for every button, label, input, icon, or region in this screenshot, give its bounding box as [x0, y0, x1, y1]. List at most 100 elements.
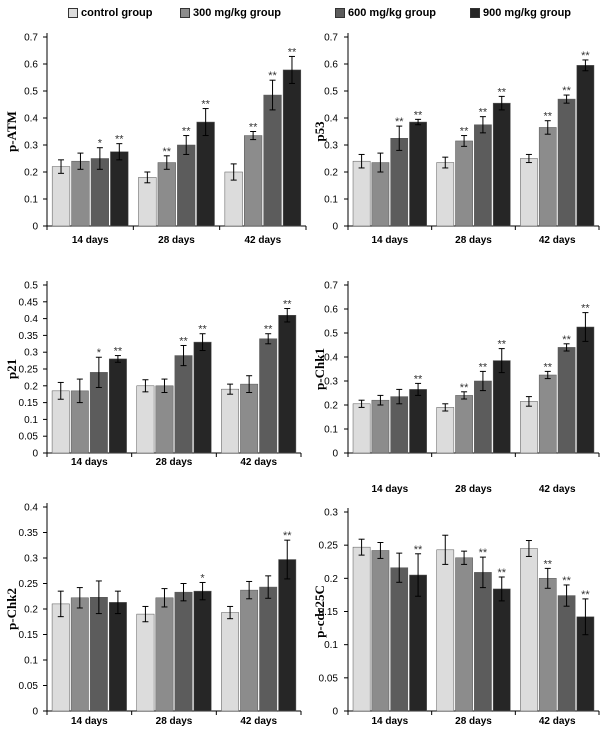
x-tick-label-p21: 14 days — [71, 457, 108, 468]
legend-label-600: 600 mg/kg group — [348, 7, 437, 19]
bar-p-cdc25c-2-0 — [520, 548, 538, 712]
significance-mark-p21: ** — [198, 324, 207, 336]
legend-item-300: 300 mg/kg group — [180, 7, 281, 19]
significance-mark-p-atm: ** — [163, 146, 172, 158]
legend-label-300: 300 mg/kg group — [193, 7, 282, 19]
y-tick-label-p-chk1: 0.1 — [324, 425, 338, 436]
bar-p-chk1-2-2 — [557, 347, 576, 454]
bar-p-cdc25c-1-0 — [436, 549, 455, 712]
significance-mark-p-chk1: ** — [581, 303, 590, 315]
y-tick-label-p21: 0.2 — [24, 381, 38, 392]
bar-p-chk1-2-0 — [520, 401, 538, 454]
significance-mark-p53: ** — [460, 126, 469, 138]
x-tick-label-p-chk1: 42 days — [539, 484, 576, 495]
y-tick-label-p-chk1: 0.4 — [324, 353, 338, 364]
legend-item-600: 600 mg/kg group — [335, 7, 436, 19]
bar-p53-2-1 — [538, 127, 557, 227]
bar-p-atm-2-1 — [244, 135, 263, 227]
y-tick-label-p21: 0.5 — [24, 281, 38, 292]
y-tick-label-p53: 0.4 — [324, 114, 338, 125]
bar-p53-0-2 — [390, 138, 409, 227]
y-tick-label-p21: 0.45 — [19, 297, 39, 308]
y-tick-label-p21: 0.25 — [19, 365, 39, 376]
y-tick-label-p-chk1: 0.2 — [324, 401, 338, 412]
bar-p-atm-1-2 — [177, 144, 196, 227]
y-tick-label-p-chk2: 0.4 — [24, 503, 38, 514]
y-axis-label-p21: p21 — [4, 359, 19, 379]
significance-mark-p21: ** — [179, 335, 188, 347]
y-tick-label-p-chk2: 0.2 — [24, 605, 38, 616]
y-tick-label-p53: 0.5 — [324, 87, 338, 98]
bar-p-chk1-1-2 — [474, 380, 492, 454]
bar-p-atm-0-3 — [110, 151, 129, 227]
significance-mark-p-atm: ** — [268, 70, 277, 82]
bar-p21-2-1 — [240, 383, 259, 454]
y-tick-label-p53: 0.1 — [324, 195, 338, 206]
y-tick-label-p-chk2: 0 — [32, 707, 38, 718]
y-tick-label-p-chk1: 0.3 — [324, 377, 338, 388]
x-tick-label-p21: 42 days — [240, 457, 277, 468]
y-tick-label-p53: 0.3 — [324, 141, 338, 152]
y-tick-label-p-chk2: 0.3 — [24, 554, 38, 565]
significance-mark-p-cdc25c: ** — [581, 589, 590, 601]
x-tick-label-p-chk1: 28 days — [455, 484, 492, 495]
bar-p21-2-2 — [259, 338, 278, 454]
significance-mark-p-cdc25c: ** — [543, 558, 552, 570]
bar-p53-1-1 — [455, 140, 473, 227]
y-tick-label-p53: 0.6 — [324, 60, 338, 71]
bar-p-chk1-2-1 — [538, 374, 557, 454]
x-tick-label-p-atm: 42 days — [244, 235, 281, 246]
significance-mark-p-chk1: ** — [460, 382, 469, 394]
y-tick-label-p-chk2: 0.15 — [19, 630, 39, 641]
bar-p53-0-0 — [352, 160, 371, 227]
bar-p-cdc25c-1-1 — [455, 557, 473, 712]
y-tick-label-p-cdc25c: 0.2 — [324, 574, 338, 585]
x-tick-label-p-cdc25c: 28 days — [455, 716, 492, 727]
significance-mark-p-chk2: * — [200, 572, 205, 584]
bar-p-chk1-0-0 — [352, 403, 371, 454]
significance-mark-p53: ** — [562, 85, 571, 97]
significance-mark-p-atm: ** — [288, 46, 297, 58]
significance-mark-p21: ** — [283, 299, 292, 311]
y-axis-label-p-atm: p-ATM — [4, 111, 19, 152]
y-tick-label-p-chk1: 0.6 — [324, 305, 338, 316]
y-tick-label-p21: 0.4 — [24, 314, 38, 325]
bar-p-chk2-2-1 — [240, 589, 259, 712]
legend-label-control: control group — [81, 7, 153, 19]
bar-p-chk2-1-1 — [155, 597, 174, 712]
bar-p-chk1-1-3 — [492, 360, 511, 454]
bar-p-chk2-2-2 — [259, 586, 278, 712]
y-tick-label-p-chk2: 0.05 — [19, 681, 39, 692]
legend-swatch-control — [68, 8, 78, 18]
bar-p53-1-3 — [492, 102, 511, 227]
significance-mark-p-atm: * — [98, 138, 103, 150]
x-tick-label-p-chk2: 14 days — [71, 716, 108, 727]
bar-p-atm-2-2 — [263, 94, 282, 227]
y-tick-label-p21: 0.3 — [24, 348, 38, 359]
y-tick-label-p-chk2: 0.35 — [19, 528, 39, 539]
bar-p-cdc25c-1-3 — [492, 588, 511, 712]
significance-mark-p-atm: ** — [249, 122, 258, 134]
bar-p-chk1-1-0 — [436, 407, 455, 454]
x-tick-label-p21: 28 days — [156, 457, 193, 468]
significance-mark-p-cdc25c: ** — [479, 547, 488, 559]
y-tick-label-p21: 0.05 — [19, 432, 39, 443]
bar-p-chk2-0-0 — [51, 603, 70, 712]
y-tick-label-p-cdc25c: 0.1 — [324, 640, 338, 651]
y-tick-label-p53: 0.7 — [324, 33, 338, 44]
y-tick-label-p-chk2: 0.25 — [19, 579, 39, 590]
bar-p53-2-2 — [557, 98, 576, 227]
y-tick-label-p-cdc25c: 0.05 — [319, 673, 339, 684]
bar-p-chk2-2-0 — [221, 612, 240, 712]
y-tick-label-p-atm: 0.2 — [24, 168, 38, 179]
bar-p-atm-0-1 — [71, 160, 90, 227]
significance-mark-p-chk1: ** — [543, 361, 552, 373]
x-tick-label-p-cdc25c: 42 days — [539, 716, 576, 727]
y-tick-label-p-chk1: 0 — [332, 449, 338, 460]
bar-p-cdc25c-0-0 — [352, 546, 371, 712]
y-axis-label-p-chk1: p-Chk1 — [312, 348, 327, 390]
x-tick-label-p-chk1: 14 days — [371, 484, 408, 495]
y-tick-label-p21: 0.15 — [19, 398, 39, 409]
significance-mark-p-chk1: ** — [562, 334, 571, 346]
